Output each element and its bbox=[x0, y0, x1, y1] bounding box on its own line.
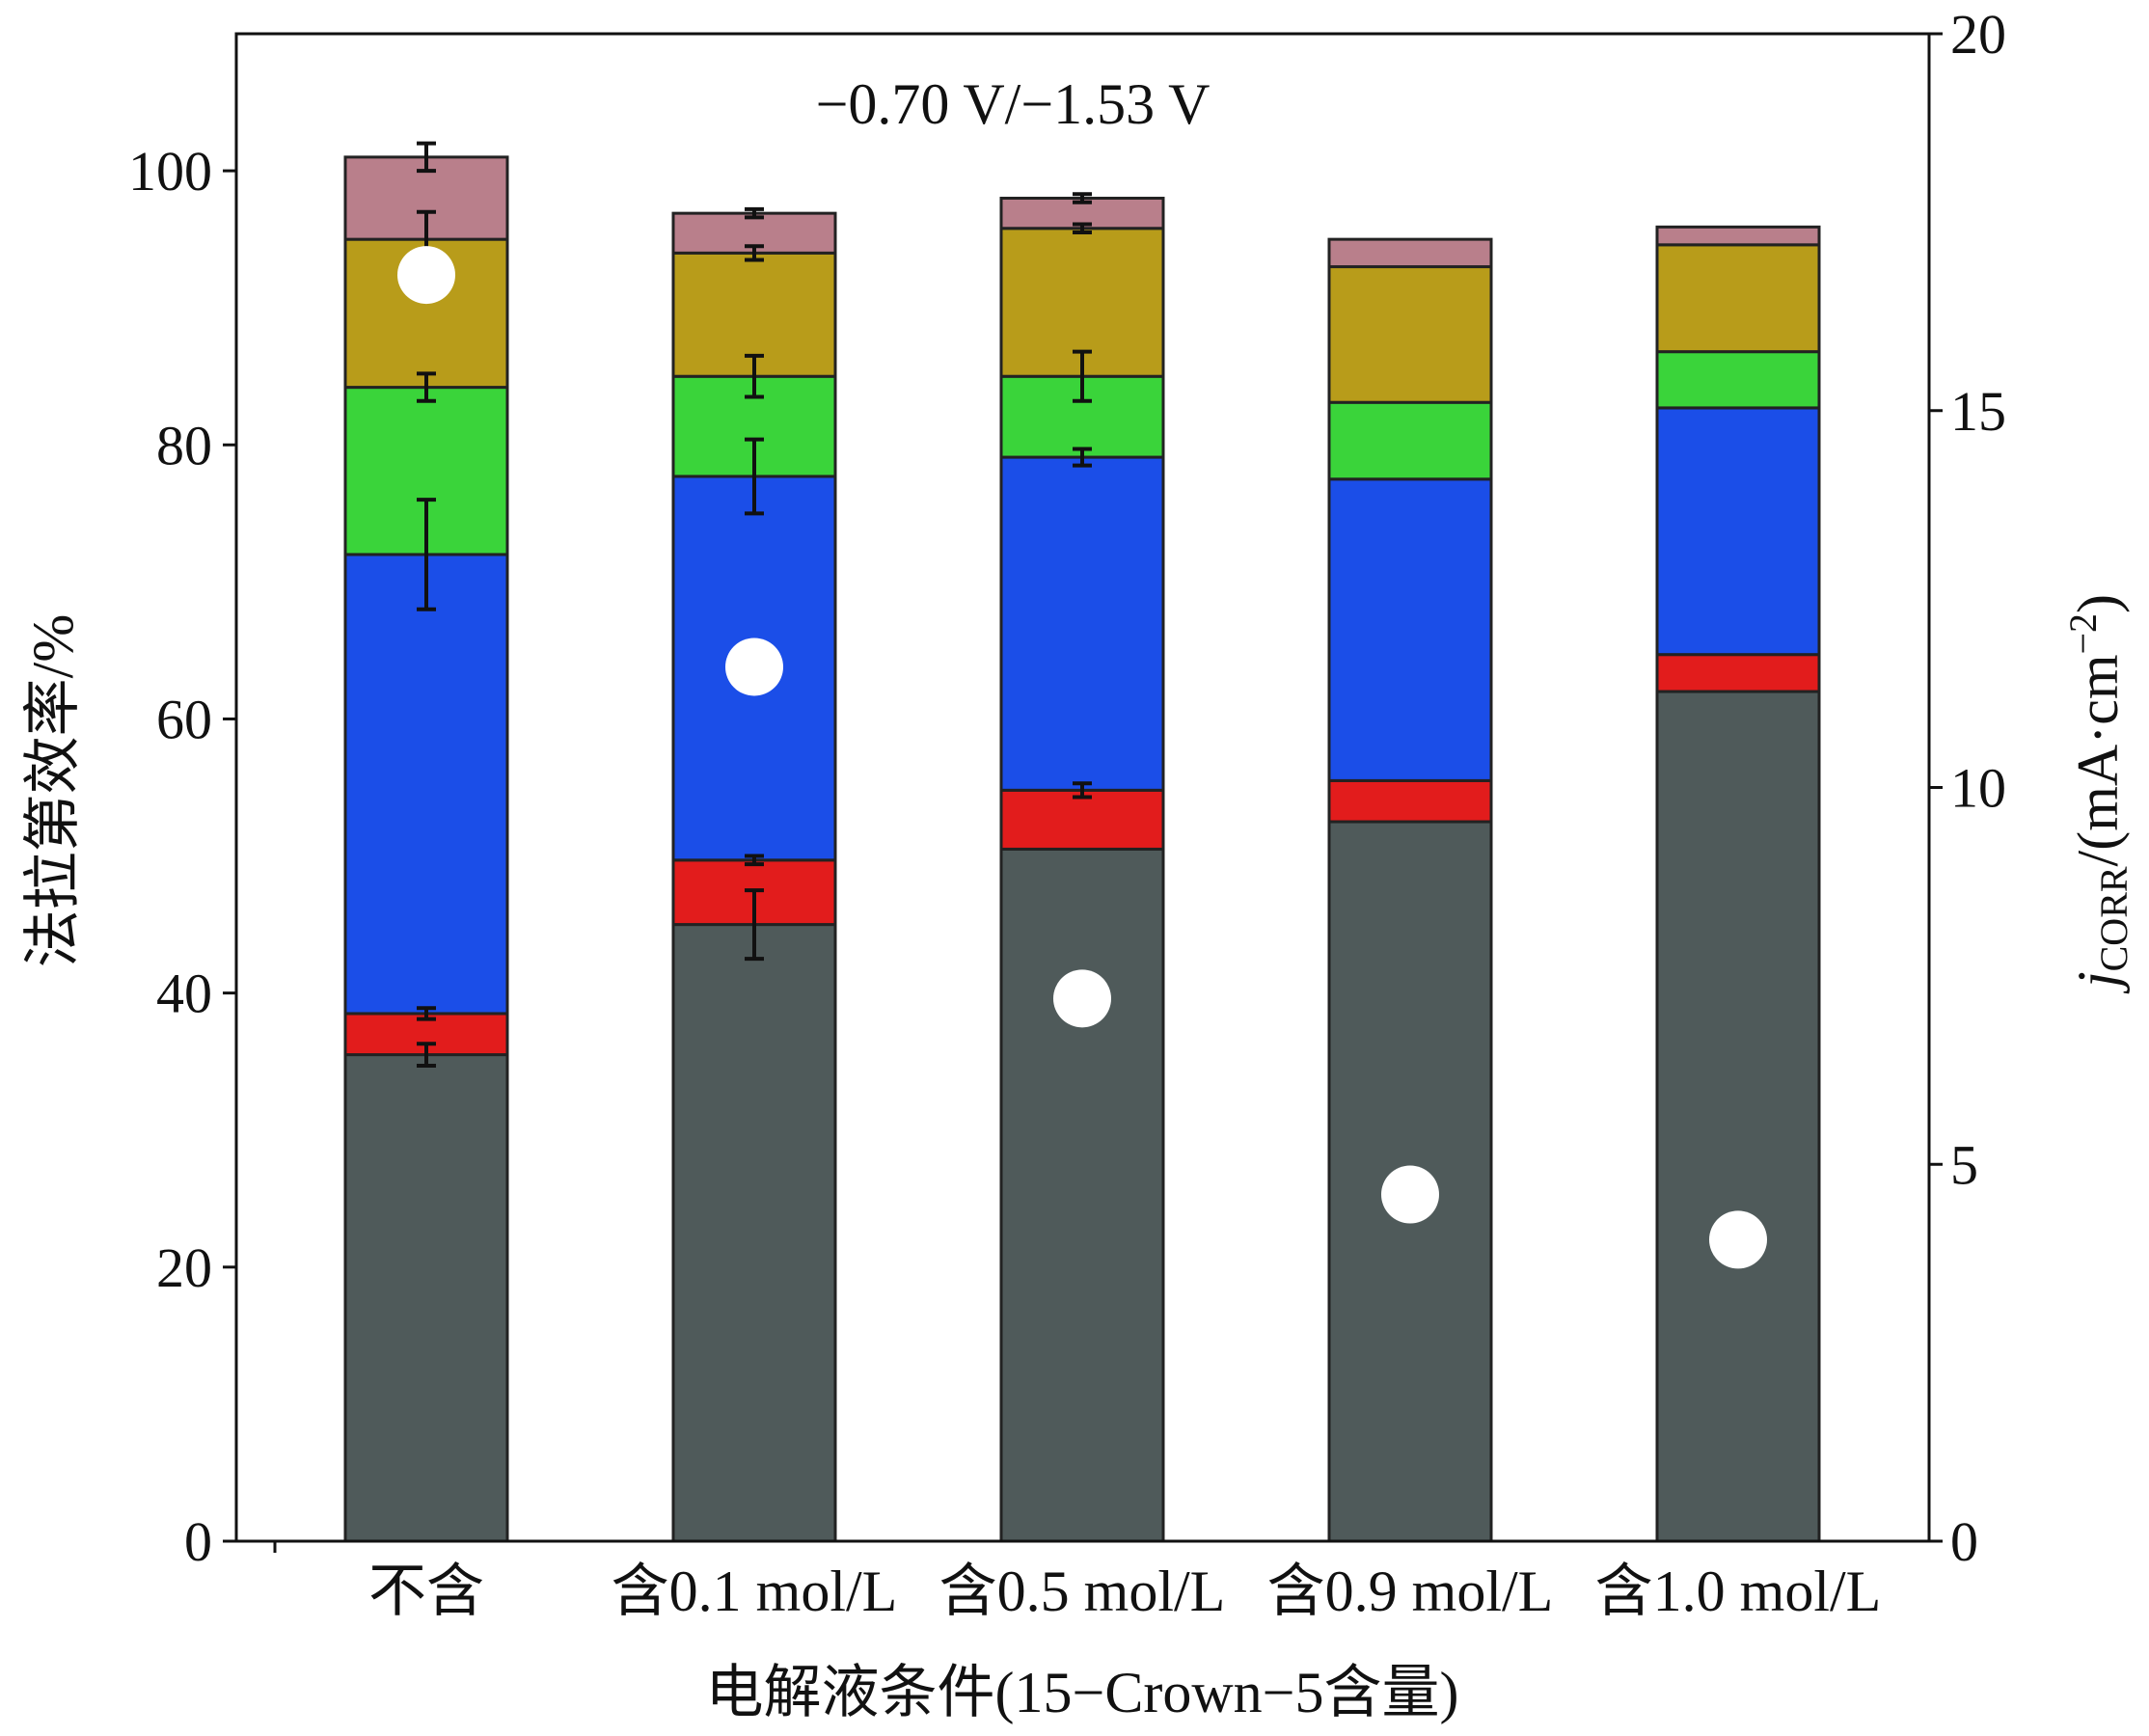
x-tick-label-4: 含0.9 mol/L bbox=[1267, 1560, 1554, 1623]
y-tick-label-40: 40 bbox=[156, 963, 212, 1025]
x-tick-label-1: 不含 bbox=[368, 1560, 484, 1623]
current-density-dots-layer bbox=[397, 246, 1767, 1269]
x-tick-label-3: 含0.5 mol/L bbox=[939, 1560, 1226, 1623]
bar-segment-3-2 bbox=[999, 788, 1165, 851]
left-axis-ticks: 0 20 40 60 80 100 bbox=[128, 140, 236, 1573]
bar-segment-2-1 bbox=[671, 923, 837, 1543]
y2-tick-label-0: 0 bbox=[1950, 1510, 1978, 1573]
x-axis-title: 电解液条件(15−Crown−5含量) bbox=[706, 1661, 1459, 1724]
bar-segment-4-4 bbox=[1327, 400, 1493, 481]
current-density-dot-4 bbox=[1381, 1165, 1439, 1224]
bar-segment-1-3 bbox=[343, 553, 509, 1016]
y2-tick-label-20: 20 bbox=[1950, 3, 2006, 66]
potential-annotation: −0.70 V/−1.53 V bbox=[816, 72, 1211, 136]
current-density-dot-2 bbox=[725, 637, 783, 696]
bar-segment-5-4 bbox=[1655, 350, 1821, 410]
bar-segment-5-2 bbox=[1655, 653, 1821, 693]
y2-axis-title-close: ) bbox=[2066, 594, 2130, 613]
y-tick-label-80: 80 bbox=[156, 414, 212, 476]
y2-tick-label-10: 10 bbox=[1950, 757, 2006, 820]
y2-axis-title: jCORR/(mA·cm−2) bbox=[2061, 594, 2135, 994]
y-tick-label-20: 20 bbox=[156, 1236, 212, 1299]
y2-tick-label-5: 5 bbox=[1950, 1133, 1978, 1196]
bar-segment-5-3 bbox=[1655, 406, 1821, 657]
y-tick-label-100: 100 bbox=[128, 140, 212, 203]
bar-segment-1-1 bbox=[343, 1053, 509, 1543]
x-tick-label-2: 含0.1 mol/L bbox=[612, 1560, 898, 1623]
bar-segment-5-6 bbox=[1655, 225, 1821, 247]
current-density-dot-3 bbox=[1053, 969, 1111, 1028]
current-density-dot-5 bbox=[1709, 1210, 1767, 1269]
bar-segment-5-5 bbox=[1655, 243, 1821, 354]
bar-segment-4-2 bbox=[1327, 778, 1493, 824]
current-density-dot-1 bbox=[397, 246, 455, 305]
bar-segment-3-3 bbox=[999, 455, 1165, 792]
y2-tick-label-15: 15 bbox=[1950, 380, 2006, 443]
bar-segment-4-6 bbox=[1327, 237, 1493, 269]
y2-axis-title-symbol: j bbox=[2066, 971, 2130, 994]
y2-axis-title-superscript: −2 bbox=[2061, 613, 2105, 655]
y2-axis-title-unit: /(mA·cm bbox=[2066, 655, 2130, 867]
bar-segment-4-5 bbox=[1327, 265, 1493, 404]
x-tick-label-5: 含1.0 mol/L bbox=[1595, 1560, 1882, 1623]
right-axis-ticks: 0 5 10 15 20 bbox=[1929, 3, 2006, 1573]
bar-segment-5-1 bbox=[1655, 690, 1821, 1543]
x-axis-ticks: 不含 含0.1 mol/L 含0.5 mol/L 含0.9 mol/L 含1.0 mol… bbox=[273, 1541, 1882, 1623]
y-tick-label-60: 60 bbox=[156, 688, 212, 750]
y-tick-label-0: 0 bbox=[184, 1510, 212, 1573]
bar-segment-4-3 bbox=[1327, 477, 1493, 782]
bar-segment-3-1 bbox=[999, 847, 1165, 1543]
y2-axis-title-subscript: CORR bbox=[2092, 866, 2135, 971]
y-axis-title: 法拉第效率/% bbox=[21, 614, 85, 968]
